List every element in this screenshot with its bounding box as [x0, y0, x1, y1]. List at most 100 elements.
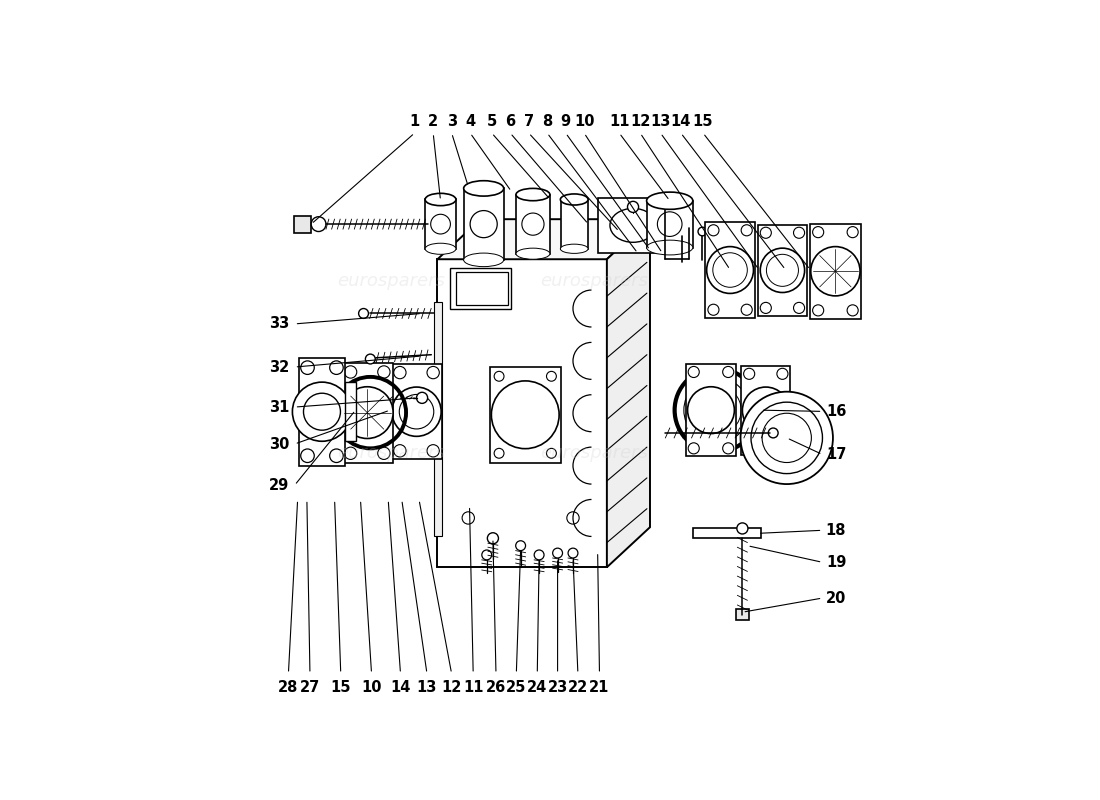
Circle shape: [708, 225, 719, 236]
Text: 11: 11: [463, 680, 483, 695]
Polygon shape: [705, 222, 755, 318]
Text: 30: 30: [270, 437, 289, 451]
Circle shape: [793, 227, 804, 238]
Circle shape: [492, 381, 559, 449]
Circle shape: [417, 392, 428, 403]
Text: 1: 1: [409, 114, 420, 130]
Text: 7: 7: [524, 114, 534, 130]
Circle shape: [762, 414, 812, 462]
Bar: [294, 215, 311, 233]
Bar: [561, 199, 588, 249]
Circle shape: [723, 366, 734, 378]
Text: 33: 33: [270, 317, 289, 331]
Bar: [516, 194, 550, 254]
Circle shape: [568, 548, 578, 558]
Circle shape: [658, 212, 682, 237]
Text: 19: 19: [826, 555, 846, 570]
Circle shape: [698, 227, 706, 236]
Circle shape: [330, 449, 343, 462]
Circle shape: [494, 448, 504, 458]
Circle shape: [521, 213, 544, 235]
Circle shape: [344, 366, 356, 378]
Text: 12: 12: [441, 680, 462, 695]
Circle shape: [311, 217, 326, 231]
Polygon shape: [810, 223, 860, 319]
Circle shape: [365, 354, 375, 364]
Text: 6: 6: [505, 114, 515, 130]
Polygon shape: [438, 219, 650, 259]
Circle shape: [706, 246, 754, 294]
Circle shape: [741, 225, 752, 236]
Circle shape: [377, 366, 390, 378]
Circle shape: [688, 386, 735, 434]
Circle shape: [689, 366, 700, 378]
Bar: [434, 302, 442, 537]
Text: 13: 13: [650, 114, 671, 130]
Polygon shape: [392, 364, 442, 459]
Circle shape: [723, 443, 734, 454]
Circle shape: [741, 304, 752, 315]
Text: 8: 8: [542, 114, 552, 130]
Text: 32: 32: [270, 359, 289, 374]
Bar: [597, 198, 669, 253]
Ellipse shape: [647, 192, 693, 210]
Bar: [455, 271, 508, 306]
Circle shape: [552, 548, 562, 558]
Circle shape: [399, 394, 433, 429]
Text: 12: 12: [630, 114, 650, 130]
Circle shape: [482, 550, 492, 560]
Polygon shape: [438, 259, 607, 567]
Circle shape: [777, 442, 788, 453]
Text: 23: 23: [548, 680, 568, 695]
Text: 5: 5: [486, 114, 497, 130]
Circle shape: [547, 448, 557, 458]
Text: eurosparers: eurosparers: [540, 444, 649, 462]
Circle shape: [760, 302, 771, 314]
Bar: [647, 201, 693, 247]
Text: 21: 21: [590, 680, 609, 695]
Polygon shape: [685, 364, 736, 456]
Circle shape: [427, 445, 439, 457]
Ellipse shape: [560, 244, 588, 254]
Circle shape: [713, 253, 747, 287]
Text: 16: 16: [826, 404, 846, 419]
Text: 2: 2: [428, 114, 438, 130]
Circle shape: [744, 368, 755, 379]
Circle shape: [494, 371, 504, 382]
Text: 10: 10: [574, 114, 594, 130]
Circle shape: [431, 214, 450, 234]
Ellipse shape: [425, 194, 455, 206]
Text: eurosparers: eurosparers: [338, 272, 446, 290]
Text: 10: 10: [361, 680, 382, 695]
Circle shape: [304, 394, 341, 430]
Circle shape: [293, 382, 352, 442]
Circle shape: [847, 305, 858, 316]
Circle shape: [462, 512, 474, 524]
Text: 17: 17: [826, 447, 846, 462]
Circle shape: [359, 309, 369, 318]
Circle shape: [751, 402, 823, 474]
Circle shape: [535, 550, 544, 560]
Ellipse shape: [464, 253, 504, 266]
Text: 25: 25: [506, 680, 527, 695]
Polygon shape: [741, 366, 791, 455]
Bar: [345, 382, 356, 441]
Text: 13: 13: [417, 680, 437, 695]
Circle shape: [566, 512, 579, 524]
Circle shape: [740, 392, 833, 484]
Text: 4: 4: [465, 114, 475, 130]
Bar: [464, 188, 504, 260]
Text: 9: 9: [561, 114, 571, 130]
Circle shape: [678, 226, 686, 237]
Circle shape: [793, 302, 804, 314]
Text: 3: 3: [447, 114, 456, 130]
Text: 22: 22: [568, 680, 588, 695]
Circle shape: [547, 371, 557, 382]
Circle shape: [377, 447, 390, 459]
Bar: [693, 529, 761, 538]
Circle shape: [427, 366, 439, 378]
Bar: [425, 199, 455, 249]
Ellipse shape: [425, 243, 455, 254]
Circle shape: [627, 202, 639, 213]
Text: 11: 11: [609, 114, 629, 130]
